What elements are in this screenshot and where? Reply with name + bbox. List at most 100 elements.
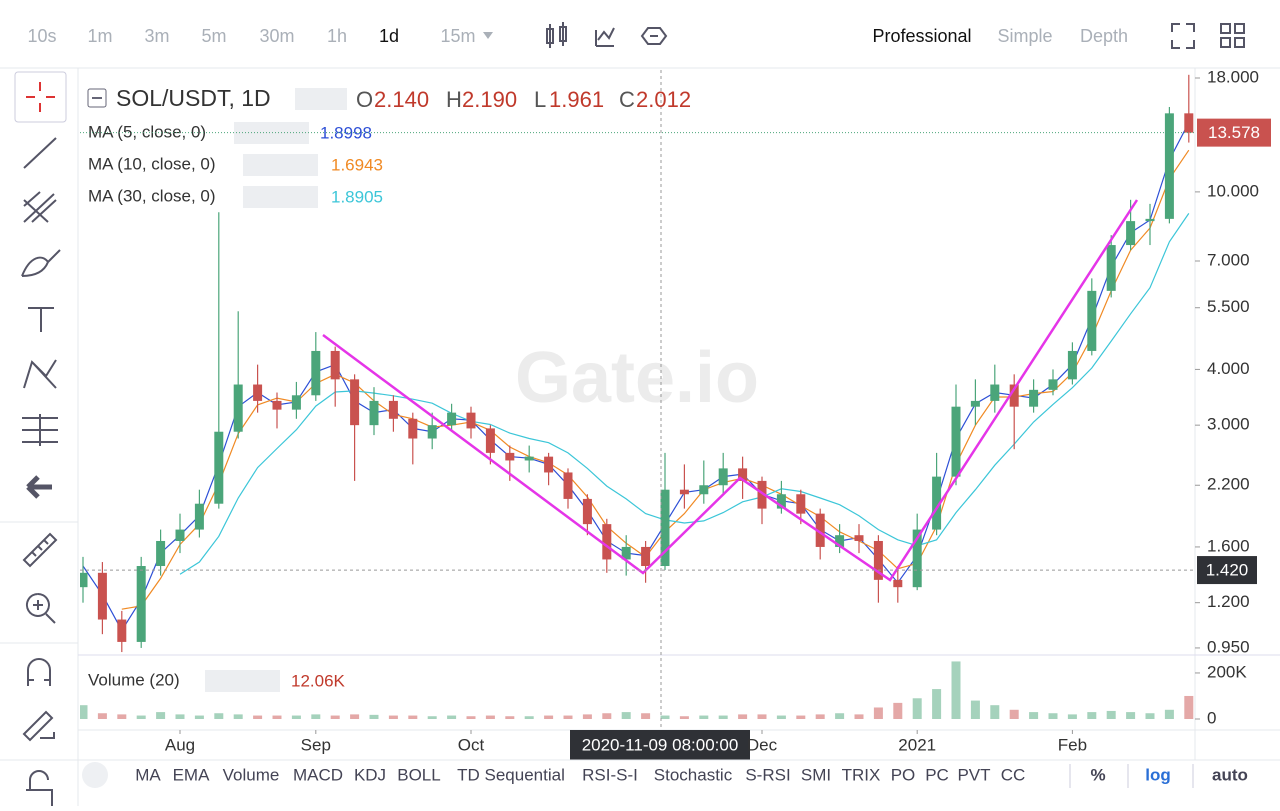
zoom-tool[interactable] xyxy=(25,593,56,624)
indicator-button[interactable]: PVT xyxy=(957,765,990,784)
ma-readout: 1.8998 xyxy=(320,123,372,142)
ma-line xyxy=(82,122,1190,632)
candle-body xyxy=(873,540,883,580)
candle-body xyxy=(350,379,360,426)
indicator-button[interactable]: Stochastic xyxy=(654,765,733,784)
text-tool[interactable] xyxy=(28,307,54,332)
candle-body xyxy=(427,425,437,439)
log-toggle[interactable]: log xyxy=(1145,765,1171,784)
candle-body xyxy=(505,452,515,461)
candle-body xyxy=(641,546,651,567)
x-tick-label: Sep xyxy=(301,735,331,754)
volume-bar xyxy=(932,689,942,719)
candle-body xyxy=(757,480,767,509)
volume-bar xyxy=(1106,710,1116,719)
interval-dropdown[interactable]: 15m xyxy=(440,26,475,46)
percent-toggle[interactable]: % xyxy=(1090,765,1105,784)
legend-buttons[interactable] xyxy=(295,88,347,110)
candle-body xyxy=(718,468,728,486)
candle-icon[interactable] xyxy=(546,22,567,48)
interval[interactable]: 10s xyxy=(27,26,56,46)
scroll-left[interactable] xyxy=(82,762,108,788)
ma-label: MA (5, close, 0) xyxy=(88,122,206,141)
volume-bar xyxy=(660,715,670,719)
interval-active[interactable]: 1d xyxy=(379,26,399,46)
candle-body xyxy=(524,456,534,461)
interval[interactable]: 5m xyxy=(201,26,226,46)
indicator-button[interactable]: PO xyxy=(891,765,916,784)
magnet-tool[interactable] xyxy=(27,658,51,686)
volume-bar xyxy=(582,714,592,719)
indicator-button[interactable]: CC xyxy=(1001,765,1026,784)
collapse-box[interactable] xyxy=(87,88,107,108)
x-tick-label: 2021 xyxy=(898,735,936,754)
ohlc-value: 1.961 xyxy=(549,87,604,112)
x-tick-label: Oct xyxy=(458,735,485,754)
volume-bar xyxy=(408,715,418,719)
lock-draw-tool[interactable] xyxy=(22,710,55,742)
indicator-button[interactable]: TD Sequential xyxy=(457,765,565,784)
indicator-button[interactable]: TRIX xyxy=(842,765,881,784)
indicator-button[interactable]: BOLL xyxy=(397,765,440,784)
view-tab-active[interactable]: Professional xyxy=(872,26,971,46)
legend-buttons[interactable] xyxy=(243,154,318,176)
measure-tool[interactable] xyxy=(22,414,58,446)
crosshair-tool[interactable] xyxy=(14,71,67,123)
fib-tool[interactable] xyxy=(23,191,57,223)
volume-bar xyxy=(854,714,864,719)
candle-body xyxy=(815,513,825,547)
candle-body xyxy=(1048,379,1058,390)
indicator-button[interactable]: EMA xyxy=(173,765,211,784)
view-tab[interactable]: Simple xyxy=(997,26,1052,46)
interval[interactable]: 3m xyxy=(144,26,169,46)
y-tick-label: 5.500 xyxy=(1207,297,1250,316)
auto-toggle[interactable]: auto xyxy=(1212,765,1248,784)
indicator-icon[interactable] xyxy=(595,27,615,47)
volume-bar xyxy=(427,716,437,719)
volume-bar xyxy=(815,714,825,719)
plot-area xyxy=(80,74,1194,719)
interval[interactable]: 1m xyxy=(87,26,112,46)
indicator-button[interactable]: MACD xyxy=(293,765,343,784)
brush-tool[interactable] xyxy=(21,249,61,277)
indicator-button[interactable]: KDJ xyxy=(354,765,386,784)
indicator-button[interactable]: MA xyxy=(135,765,161,784)
legend-buttons[interactable] xyxy=(243,186,318,208)
indicator-button[interactable]: PC xyxy=(925,765,949,784)
candle-body xyxy=(679,489,689,495)
candle-body xyxy=(408,418,418,439)
indicator-button[interactable]: RSI-S-I xyxy=(582,765,638,784)
collapse-tool[interactable] xyxy=(26,475,52,499)
candle-body xyxy=(621,546,631,560)
view-tab[interactable]: Depth xyxy=(1080,26,1128,46)
fullscreen-icon[interactable] xyxy=(1171,23,1195,49)
trend-drawing[interactable] xyxy=(322,199,1139,582)
volume-bar xyxy=(505,716,515,719)
candle-body xyxy=(951,406,961,477)
candle-body xyxy=(932,476,942,530)
crosshair-date-box xyxy=(570,730,750,760)
volume-bar xyxy=(1184,695,1194,719)
candle-body xyxy=(330,350,340,380)
layout-icon[interactable] xyxy=(1220,23,1245,48)
pattern-tool[interactable] xyxy=(23,359,57,389)
interval[interactable]: 1h xyxy=(327,26,347,46)
y-tick-label: 1.200 xyxy=(1207,592,1250,611)
settings-icon[interactable] xyxy=(640,27,668,45)
indicator-button[interactable]: S-RSI xyxy=(745,765,790,784)
candle-body xyxy=(156,540,166,567)
candle-body xyxy=(485,428,495,453)
candle-body xyxy=(1029,389,1039,407)
interval[interactable]: 30m xyxy=(259,26,294,46)
legend-buttons[interactable] xyxy=(205,670,280,692)
volume-bar xyxy=(80,705,88,719)
indicator-button[interactable]: Volume xyxy=(223,765,280,784)
volume-tick-label: 0 xyxy=(1207,708,1216,727)
line-tool[interactable] xyxy=(23,137,57,169)
ruler-tool[interactable] xyxy=(22,532,58,568)
volume-bar xyxy=(757,714,767,719)
legend-buttons[interactable] xyxy=(234,122,309,144)
lock-tool[interactable] xyxy=(26,770,53,806)
indicator-button[interactable]: SMI xyxy=(801,765,831,784)
